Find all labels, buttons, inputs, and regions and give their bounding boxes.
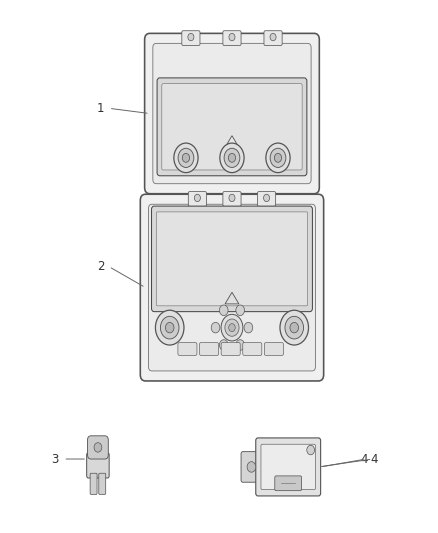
FancyBboxPatch shape (258, 191, 276, 206)
Circle shape (270, 148, 286, 167)
Text: 2: 2 (97, 260, 104, 273)
FancyBboxPatch shape (221, 343, 240, 356)
Circle shape (236, 305, 244, 316)
Circle shape (224, 148, 240, 167)
Text: 1: 1 (97, 102, 104, 115)
Text: 4: 4 (361, 453, 368, 465)
FancyBboxPatch shape (157, 78, 307, 176)
Circle shape (264, 194, 270, 201)
Polygon shape (225, 292, 239, 304)
FancyBboxPatch shape (145, 34, 319, 193)
FancyBboxPatch shape (152, 206, 312, 312)
FancyBboxPatch shape (256, 438, 321, 496)
FancyBboxPatch shape (99, 473, 106, 494)
Circle shape (280, 310, 308, 345)
Circle shape (211, 322, 220, 333)
Circle shape (247, 462, 256, 472)
Circle shape (285, 316, 304, 339)
FancyBboxPatch shape (243, 343, 262, 356)
FancyBboxPatch shape (223, 31, 241, 45)
Circle shape (307, 445, 314, 455)
Circle shape (236, 340, 244, 350)
FancyBboxPatch shape (241, 451, 262, 482)
Circle shape (174, 143, 198, 173)
Circle shape (244, 322, 253, 333)
FancyBboxPatch shape (264, 31, 282, 45)
Circle shape (229, 324, 235, 332)
FancyBboxPatch shape (188, 191, 206, 206)
Circle shape (219, 340, 228, 350)
FancyBboxPatch shape (87, 453, 109, 478)
FancyBboxPatch shape (162, 84, 302, 170)
FancyBboxPatch shape (275, 476, 302, 491)
FancyBboxPatch shape (200, 343, 219, 356)
Circle shape (219, 305, 228, 316)
FancyBboxPatch shape (265, 343, 283, 356)
Text: 4: 4 (371, 453, 378, 465)
FancyBboxPatch shape (178, 343, 197, 356)
FancyBboxPatch shape (148, 204, 315, 371)
Circle shape (266, 143, 290, 173)
Circle shape (220, 143, 244, 173)
FancyBboxPatch shape (182, 31, 200, 45)
Circle shape (274, 154, 282, 162)
FancyBboxPatch shape (90, 473, 97, 494)
FancyBboxPatch shape (223, 191, 241, 206)
Circle shape (270, 34, 276, 41)
FancyBboxPatch shape (261, 444, 315, 490)
Polygon shape (224, 136, 240, 149)
Text: 3: 3 (52, 453, 59, 465)
Circle shape (94, 443, 102, 452)
FancyBboxPatch shape (153, 43, 311, 184)
FancyBboxPatch shape (140, 194, 324, 381)
Circle shape (229, 194, 235, 201)
Circle shape (228, 154, 236, 162)
Circle shape (229, 34, 235, 41)
Circle shape (290, 322, 299, 333)
Circle shape (188, 34, 194, 41)
Circle shape (160, 316, 179, 339)
Circle shape (166, 322, 174, 333)
Circle shape (225, 319, 239, 336)
Circle shape (221, 314, 243, 341)
FancyBboxPatch shape (156, 212, 307, 306)
FancyBboxPatch shape (88, 436, 108, 459)
Circle shape (155, 310, 184, 345)
Circle shape (194, 194, 201, 201)
Circle shape (182, 154, 190, 162)
Circle shape (178, 148, 194, 167)
